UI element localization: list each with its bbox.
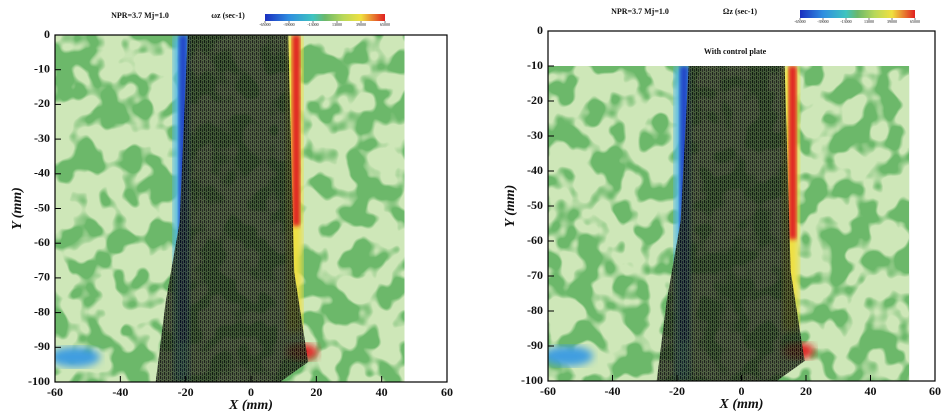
x-tick-label: -20 [178,385,194,399]
x-tick-label: -60 [47,385,63,399]
y-tick-label: -70 [527,268,543,282]
colorbar-tick-label: -65000 [794,19,805,24]
x-tick-label: -40 [605,384,621,398]
y-axis-label: Y (mm) [503,185,518,228]
y-tick-label: -50 [527,198,543,212]
bottom-blue [55,347,100,367]
shear-red [788,66,797,240]
y-tick-label: -40 [527,163,543,177]
jet-core [656,66,805,381]
y-tick-label: 0 [44,27,50,41]
y-tick-label: -80 [34,304,50,318]
x-tick-label: -60 [540,384,556,398]
colorbar-tick-label: 65000 [380,22,390,27]
colorbar-tick-label: 39000 [356,22,366,27]
colorbar-tick-label: 13000 [332,22,342,27]
x-axis-label: X (mm) [228,398,273,411]
panel-title: NPR=3.7 Mj=1.0 [611,7,669,16]
x-tick-label: -20 [669,384,685,398]
x-tick-label: 0 [248,385,254,399]
y-tick-label: -20 [34,96,50,110]
y-tick-label: -100 [28,374,50,388]
bottom-blue [548,346,593,366]
vorticity-field [55,35,405,382]
y-tick-label: -50 [34,200,50,214]
colorbar-tick-label: 13000 [864,19,874,24]
x-tick-label: 40 [865,384,877,398]
y-tick-label: -40 [34,166,50,180]
x-tick-label: 40 [376,385,388,399]
colorbar [800,10,915,18]
x-tick-label: -40 [112,385,128,399]
y-tick-label: -10 [527,58,543,72]
y-tick-label: -60 [527,233,543,247]
colorbar-tick-label: -39000 [283,22,294,27]
y-tick-label: -80 [527,303,543,317]
y-axis-label: Y (mm) [10,187,25,230]
colorbar-tick-label: 39000 [887,19,897,24]
x-tick-label: 0 [739,384,745,398]
x-tick-label: 60 [929,384,941,398]
colorbar-tick-label: -13000 [840,19,851,24]
colorbar-label: Ωz (sec-1) [723,7,758,16]
jet-core [155,35,309,382]
x-tick-label: 20 [310,385,322,399]
colorbar-tick-label: -39000 [817,19,828,24]
y-tick-label: -100 [521,373,543,387]
annotation: With control plate [704,47,767,56]
panel-title: NPR=3.7 Mj=1.0 [111,11,169,20]
colorbar-tick-label: -65000 [259,22,270,27]
colorbar-tick-label: -13000 [307,22,318,27]
vorticity-field [548,66,910,381]
y-tick-label: 0 [537,23,543,37]
colorbar-label: ωz (sec-1) [211,11,245,20]
colorbar [265,14,385,21]
shear-red [292,35,301,226]
y-tick-label: -90 [34,339,50,353]
y-tick-label: -10 [34,61,50,75]
x-axis-label: X (mm) [719,397,764,411]
x-tick-label: 60 [441,385,453,399]
y-tick-label: -90 [527,338,543,352]
y-tick-label: -60 [34,235,50,249]
x-tick-label: 20 [800,384,812,398]
y-tick-label: -70 [34,270,50,284]
y-tick-label: -30 [34,131,50,145]
colorbar-tick-label: 65000 [910,19,920,24]
y-tick-label: -30 [527,128,543,142]
y-tick-label: -20 [527,93,543,107]
